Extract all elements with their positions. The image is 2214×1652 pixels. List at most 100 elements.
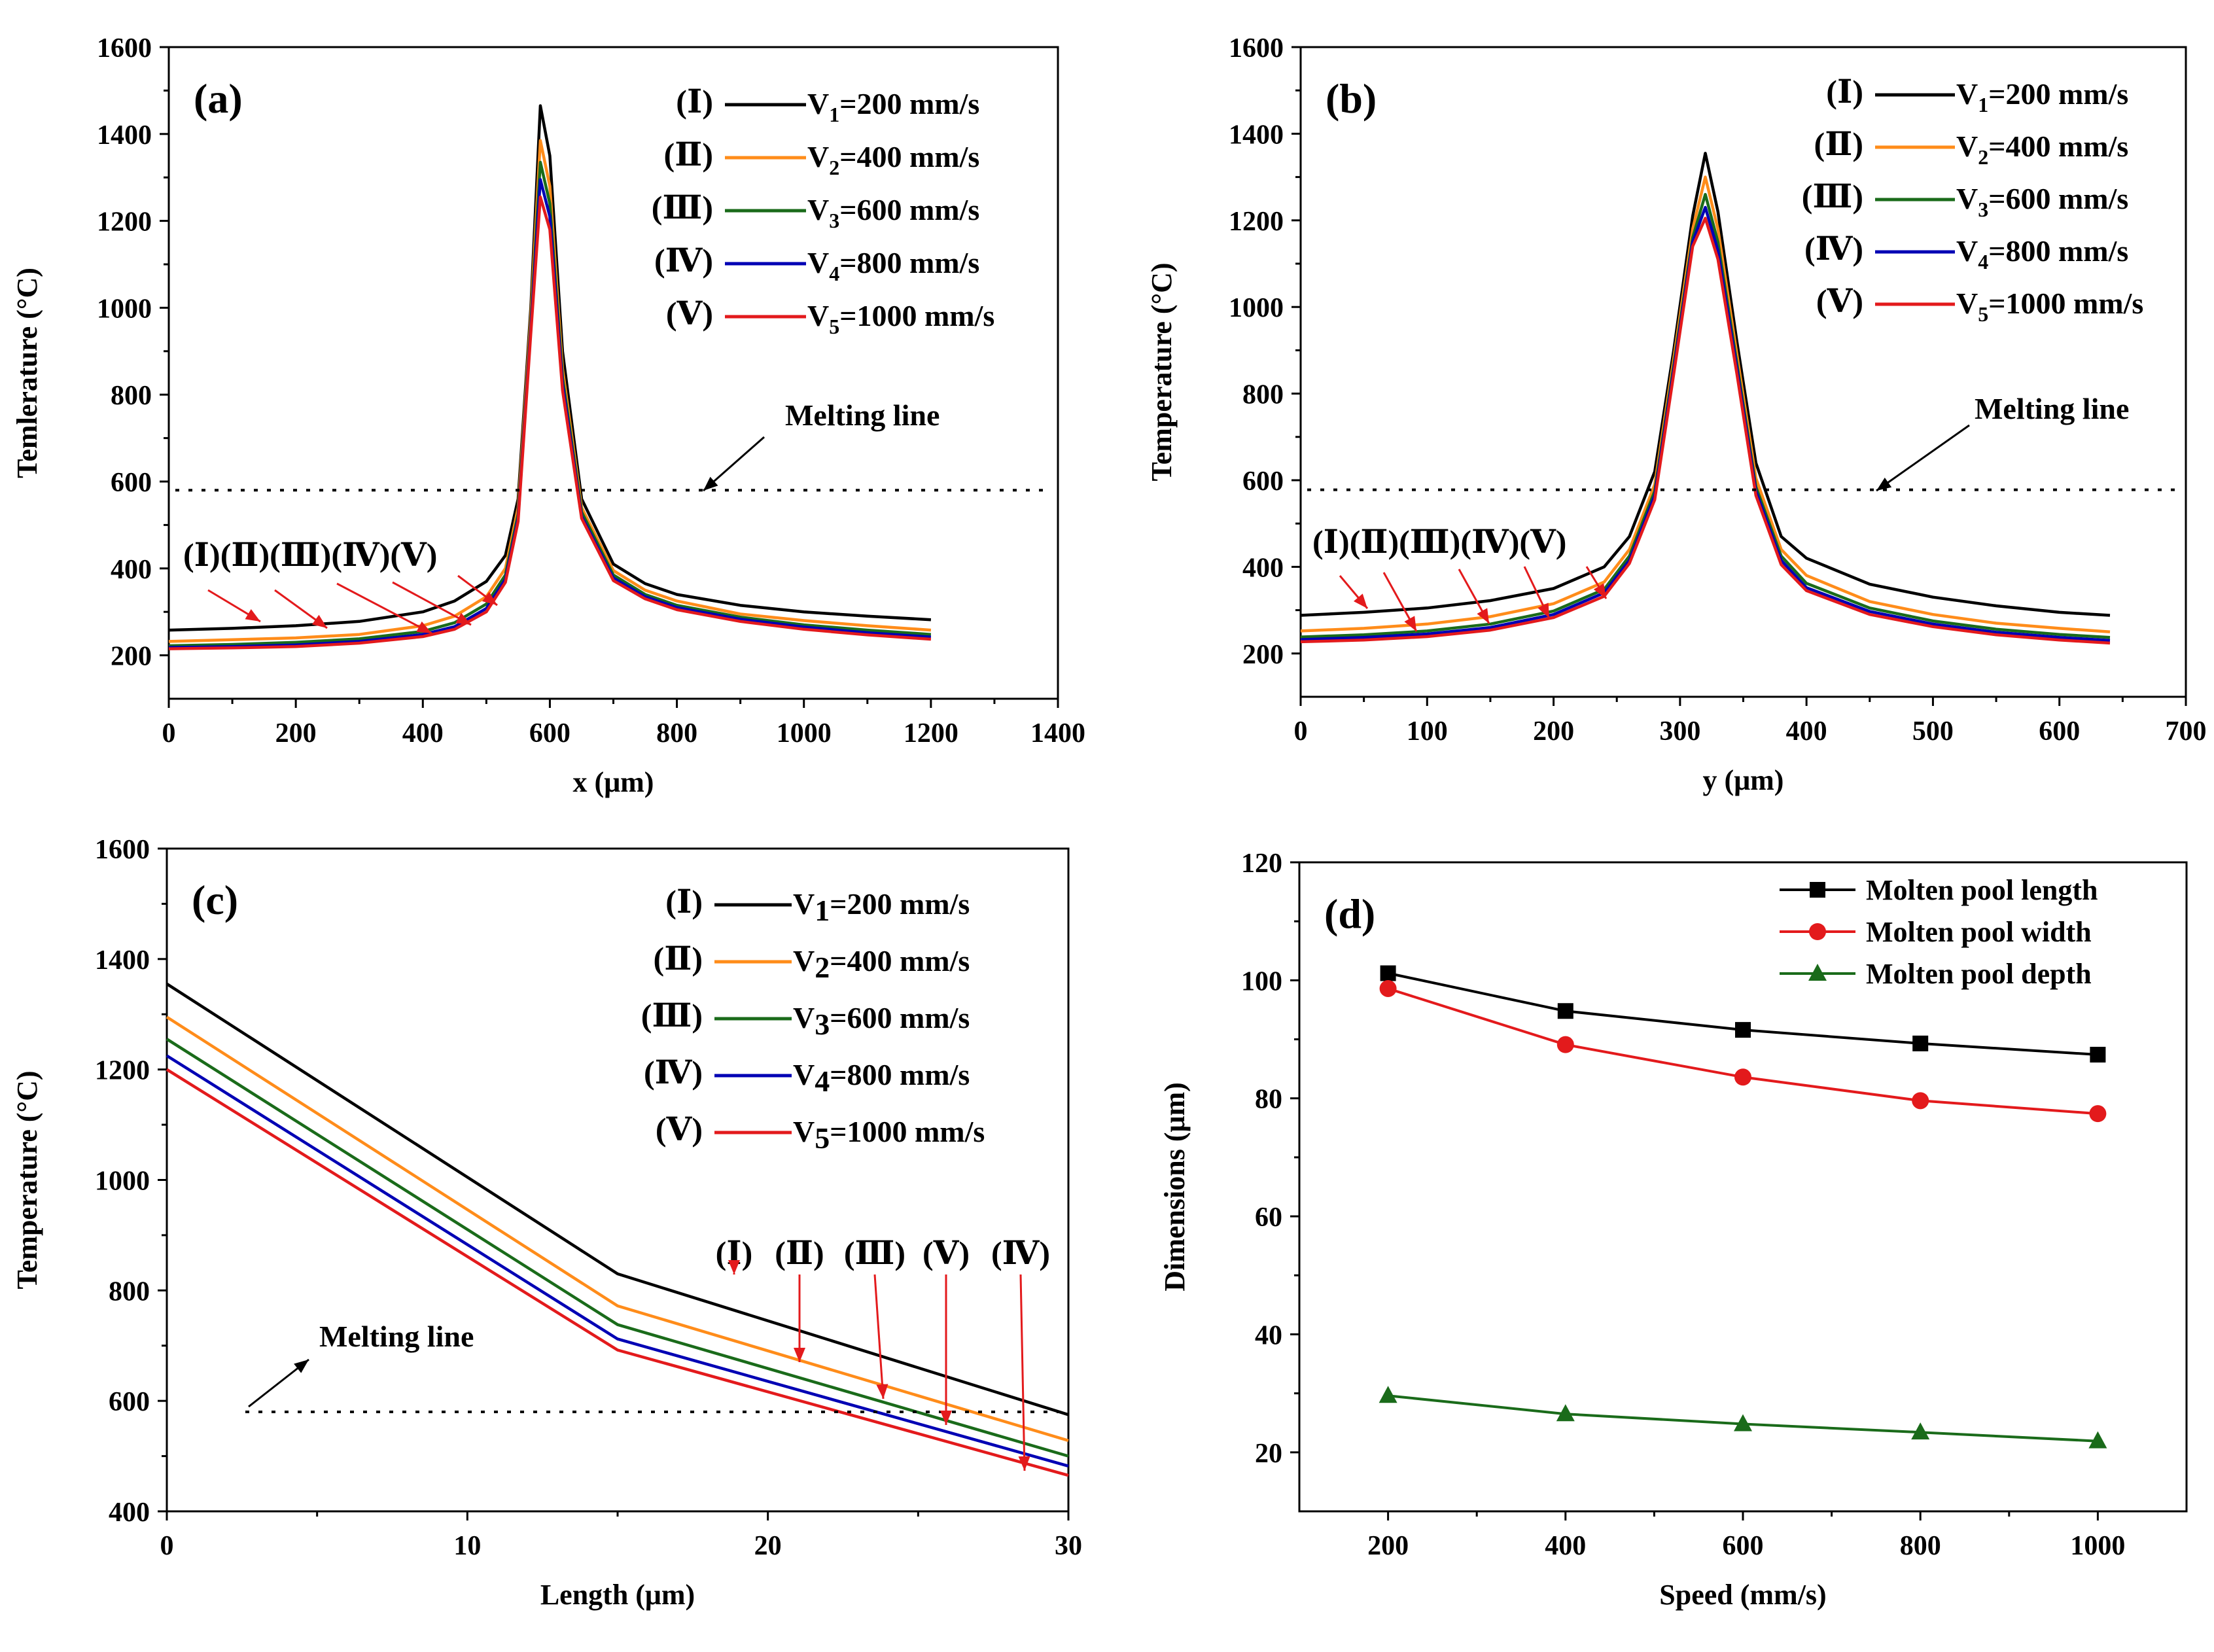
legend-subscript: 3 <box>1978 198 1988 221</box>
data-point-triangle <box>1556 1404 1575 1422</box>
y-tick-label: 1200 <box>95 1056 150 1086</box>
legend-entry: V1=200 mm/s <box>807 87 979 126</box>
series-line-V5 <box>166 1068 1069 1477</box>
legend-value: =800 mm/s <box>839 246 979 279</box>
legend-symbol: V <box>1956 182 1978 215</box>
annotation-arrowhead <box>1538 603 1549 618</box>
annotation-arrowhead <box>728 1260 740 1274</box>
legend-entry: V5=1000 mm/s <box>807 299 994 338</box>
annotation-label: (Ⅳ) <box>991 1235 1050 1271</box>
legend-entry: V4=800 mm/s <box>807 246 979 285</box>
x-tick-label: 200 <box>1367 1531 1409 1561</box>
annotation-arrow <box>392 581 472 626</box>
data-point-triangle <box>1379 1386 1397 1403</box>
legend: (Ⅰ) V1=200 mm/s(Ⅱ) V2=400 mm/s(Ⅲ) V3=600 mm… <box>652 83 994 338</box>
legend-value: =600 mm/s <box>830 1001 970 1034</box>
annotation-arrowhead <box>416 621 432 633</box>
annotation-labels: (Ⅰ)(Ⅱ)(Ⅲ)(Ⅳ)(Ⅴ) <box>183 536 437 573</box>
y-tick-label: 1200 <box>1229 207 1284 237</box>
x-tick-label: 400 <box>402 718 444 748</box>
legend-entry: V3=600 mm/s <box>793 1001 970 1041</box>
series-line-V2 <box>168 139 932 643</box>
legend-roman: (Ⅳ) <box>1804 230 1863 267</box>
legend-symbol: V <box>793 944 815 977</box>
legend-subscript: 4 <box>1978 250 1988 273</box>
y-tick-label: 600 <box>109 1387 150 1417</box>
x-axis-label: x (μm) <box>573 766 654 798</box>
legend-entry: V4=800 mm/s <box>793 1058 970 1098</box>
x-tick-labels: 200 400 600 800 1000 <box>1367 1531 2125 1561</box>
annotation-arrowhead <box>455 612 471 625</box>
legend-value: =200 mm/s <box>1988 77 2128 111</box>
data-point-circle <box>1734 1068 1751 1086</box>
legend-roman: (Ⅲ) <box>652 189 713 226</box>
x-tick-label: 600 <box>529 718 571 748</box>
legend-subscript: 1 <box>1978 93 1988 116</box>
legend-subscript: 1 <box>829 103 839 126</box>
legend-marker-square <box>1810 882 1825 898</box>
annotation-arrow <box>873 1274 885 1399</box>
x-tick-label: 800 <box>1900 1531 1941 1561</box>
x-tick-label: 600 <box>1723 1531 1764 1561</box>
y-tick-label: 600 <box>111 468 152 498</box>
legend-value: =800 mm/s <box>830 1058 970 1091</box>
annotation-arrowhead <box>1404 616 1416 631</box>
data-point-square <box>1735 1022 1751 1038</box>
y-tick-labels: 200 400 600 800 1000 1200 1400 1600 <box>97 33 152 672</box>
panel-label: (d) <box>1324 890 1375 937</box>
series-line-V2 <box>1300 175 2111 633</box>
annotation-arrowhead <box>1477 608 1489 624</box>
legend-subscript: 2 <box>829 156 839 179</box>
y-tick-label: 800 <box>1242 380 1284 410</box>
panel-b: 0 100 200 300 400 500 600 700200400600800100012… <box>1146 33 2207 796</box>
y-tick-label: 600 <box>1242 466 1284 497</box>
legend-roman: (Ⅳ) <box>654 242 713 279</box>
legend-roman: (Ⅱ) <box>664 136 713 173</box>
x-tick-label: 0 <box>1294 716 1308 747</box>
legend-entry: V3=600 mm/s <box>807 193 979 232</box>
legend-entry: V3=600 mm/s <box>1956 182 2128 221</box>
x-tick-labels: 0 100 200 300 400 500 600 700 <box>1294 716 2207 747</box>
y-tick-label: 400 <box>111 555 152 585</box>
series-line-V3 <box>1300 192 2111 639</box>
legend-subscript: 5 <box>1978 302 1988 326</box>
legend-roman: (Ⅰ) <box>665 883 703 920</box>
legend-entry: V1=200 mm/s <box>793 887 970 927</box>
data-point-square <box>1380 965 1396 981</box>
x-tick-labels: 0 200 400 600 800 1000 1200 1400 <box>162 718 1086 748</box>
x-tick-label: 100 <box>1407 716 1448 747</box>
data-point-triangle <box>1911 1422 1930 1440</box>
annotation-label: (Ⅴ) <box>922 1235 970 1271</box>
series-line-V1 <box>166 982 1069 1416</box>
legend-subscript: 5 <box>829 315 839 338</box>
data-point-circle <box>1379 979 1397 997</box>
legend-symbol: V <box>793 1115 815 1148</box>
legend-symbol: V <box>807 140 829 173</box>
legend-entry: Molten pool width <box>1866 916 2092 948</box>
legend-roman: (Ⅱ) <box>1814 126 1863 162</box>
x-tick-label: 30 <box>1055 1531 1082 1561</box>
legend-symbol: V <box>793 1001 815 1034</box>
y-tick-label: 1400 <box>95 945 150 975</box>
x-tick-label: 200 <box>1533 716 1574 747</box>
x-tick-label: 1200 <box>904 718 958 748</box>
panel-label: (a) <box>194 75 243 122</box>
annotation-arrowhead <box>482 591 497 605</box>
legend-symbol: V <box>807 299 829 332</box>
y-tick-label: 1000 <box>1229 293 1284 323</box>
panel-label: (c) <box>192 877 238 923</box>
data-point-triangle <box>1734 1414 1752 1432</box>
series-line-V5 <box>1300 217 2111 645</box>
annotation-labels: (Ⅰ)(Ⅱ)(Ⅲ)(Ⅳ)(Ⅴ) <box>1312 523 1566 560</box>
series-line-V2 <box>166 1015 1069 1443</box>
legend-symbol: V <box>807 87 829 120</box>
annotation-arrowhead <box>794 1348 805 1362</box>
y-tick-labels: 400 600 800 1000 1200 1400 1600 <box>95 835 150 1528</box>
legend-symbol: V <box>1956 287 1978 320</box>
panel-c: 0 10 20 30 400 600 800 1000 1200 1400 1600 Length (… <box>11 835 1082 1611</box>
y-tick-label: 1400 <box>1229 120 1284 150</box>
series-line-V4 <box>166 1054 1069 1467</box>
x-tick-label: 200 <box>275 718 317 748</box>
annotation-arrow <box>1019 1274 1026 1471</box>
y-tick-label: 1400 <box>97 120 152 150</box>
